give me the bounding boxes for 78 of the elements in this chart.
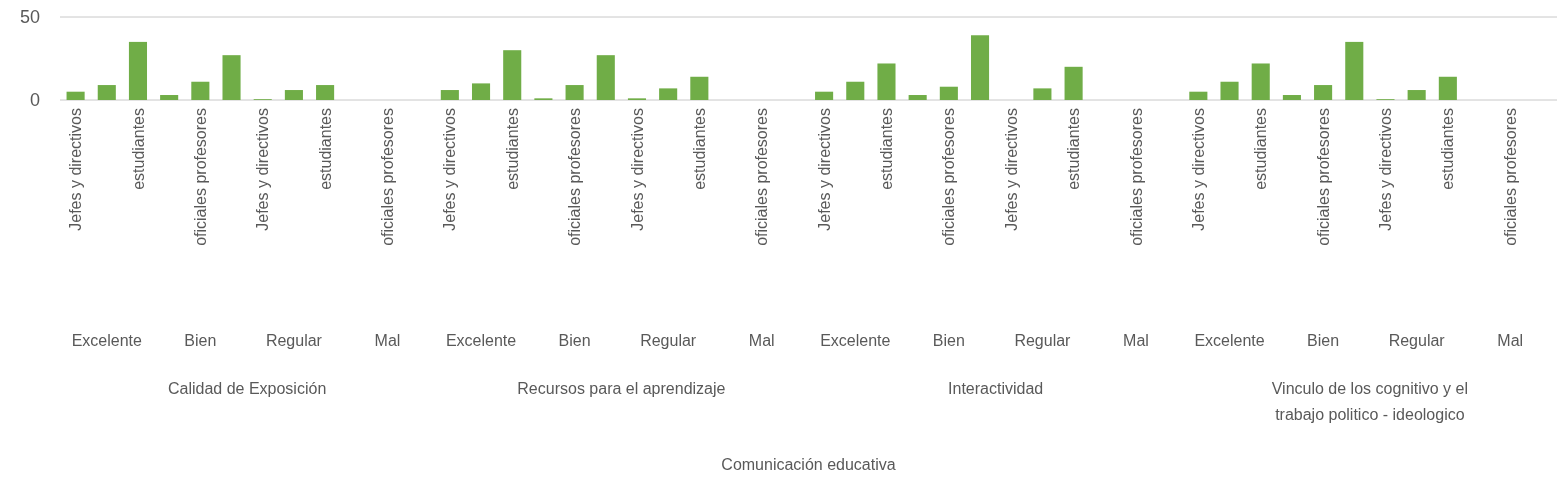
text: Regular	[1388, 332, 1446, 349]
bar	[160, 95, 179, 100]
bar	[970, 35, 990, 100]
x-tick-label: oficiales profesores	[1501, 108, 1519, 246]
text: Recursos para el aprendizaje	[517, 380, 726, 397]
text: Excelente	[820, 332, 891, 349]
bar	[471, 83, 491, 100]
x-tick-label: oficiales profesores	[1127, 108, 1145, 246]
x-tick-label: Jefes y directivos	[67, 108, 85, 231]
bar	[128, 41, 148, 100]
x-tick-label: estudiantes	[1439, 108, 1457, 190]
text: Bien	[932, 332, 965, 349]
bar	[690, 76, 709, 100]
bar	[1033, 88, 1052, 100]
text: Bien	[558, 332, 591, 349]
bar	[284, 90, 303, 100]
text: Mal	[748, 332, 775, 349]
x-tick-label: estudiantes	[690, 108, 708, 190]
bar	[815, 91, 834, 100]
x-tick-label: Jefes y directivos	[1377, 108, 1395, 231]
text: Mal	[374, 332, 401, 349]
text: Regular	[265, 332, 323, 349]
x-tick-label: Jefes y directivos	[628, 108, 646, 231]
bar	[66, 91, 85, 100]
x-tick-label: estudiantes	[503, 108, 521, 190]
bar	[908, 95, 927, 100]
text: Bien	[184, 332, 217, 349]
bar	[316, 85, 335, 100]
bar	[97, 85, 116, 100]
text: Comunicación educativa	[721, 456, 896, 473]
bar	[222, 55, 241, 100]
text: Excelente	[71, 332, 143, 349]
x-tick-label: oficiales profesores	[566, 108, 584, 246]
text: Bien	[1307, 332, 1340, 349]
bar	[1282, 95, 1301, 100]
x-tick-label: oficiales profesores	[1314, 108, 1332, 246]
text: Interactividad	[948, 380, 1044, 397]
x-tick-label: estudiantes	[129, 108, 147, 190]
bar	[877, 63, 896, 100]
x-tick-label: Jefes y directivos	[441, 108, 459, 231]
bar	[440, 90, 459, 100]
bar	[939, 86, 958, 100]
x-tick-label: oficiales profesores	[753, 108, 771, 246]
x-tick-label: estudiantes	[1252, 108, 1270, 190]
text: Regular	[1014, 332, 1072, 349]
bar	[1220, 81, 1239, 100]
bar	[846, 81, 865, 100]
text: Excelente	[445, 332, 517, 349]
bar	[1407, 90, 1426, 100]
text: Excelente	[1194, 332, 1265, 349]
bar	[503, 50, 522, 100]
bar	[191, 81, 210, 100]
bar	[1438, 76, 1457, 100]
bar	[1251, 63, 1270, 100]
x-tick-label: Jefes y directivos	[254, 108, 272, 231]
x-tick-label: estudiantes	[878, 108, 896, 190]
y-tick-label: 0	[29, 90, 40, 111]
x-tick-label: estudiantes	[316, 108, 334, 190]
x-tick-label: estudiantes	[1065, 108, 1083, 190]
x-tick-label: oficiales profesores	[379, 108, 397, 246]
bar	[659, 88, 678, 100]
x-tick-label: oficiales profesores	[940, 108, 958, 246]
bar	[565, 85, 584, 100]
text: Vinculo de los cognitivo y el trabajo politico - ideologico	[1271, 380, 1469, 423]
bar	[1189, 91, 1208, 100]
text: Mal	[1123, 332, 1149, 349]
text: Calidad de Exposición	[167, 380, 327, 397]
x-tick-label: Jefes y directivos	[1002, 108, 1020, 231]
x-tick-label: oficiales profesores	[191, 108, 209, 246]
text: Regular	[640, 332, 697, 349]
bar	[1314, 85, 1333, 100]
x-tick-label: Jefes y directivos	[1189, 108, 1207, 231]
text: Mal	[1497, 332, 1524, 349]
bar	[596, 55, 615, 100]
x-tick-label: Jefes y directivos	[815, 108, 833, 231]
bar	[1064, 66, 1083, 100]
y-tick-label: 50	[19, 7, 40, 28]
bar	[1345, 41, 1364, 100]
